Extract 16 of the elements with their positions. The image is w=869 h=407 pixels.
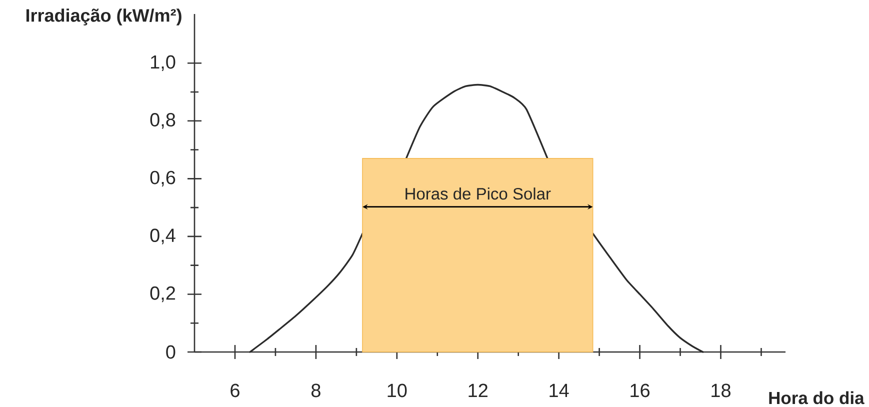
y-tick-label: 0,4	[150, 228, 176, 244]
x-tick-label: 6	[230, 384, 240, 398]
x-tick-label: 16	[630, 384, 650, 398]
x-tick-label: 12	[468, 384, 488, 397]
x-axis-title: Hora do dia	[769, 391, 864, 404]
x-tick-label: 10	[388, 384, 407, 398]
x-tick-label: 14	[550, 384, 569, 397]
y-tick-label: 0,8	[150, 113, 176, 129]
annotation: Horas de Pico Solar	[406, 188, 551, 200]
y-tick-label: 0	[166, 345, 176, 359]
y-tick-label: 0,2	[150, 286, 176, 302]
y-tick-label: 0,6	[150, 170, 176, 187]
x-tick-label: 18	[712, 384, 730, 398]
y-tick-label: 1,0	[151, 55, 176, 71]
y-axis-title: Irradiação (kW/m²)	[26, 8, 182, 26]
x-tick-label: 8	[311, 384, 320, 398]
